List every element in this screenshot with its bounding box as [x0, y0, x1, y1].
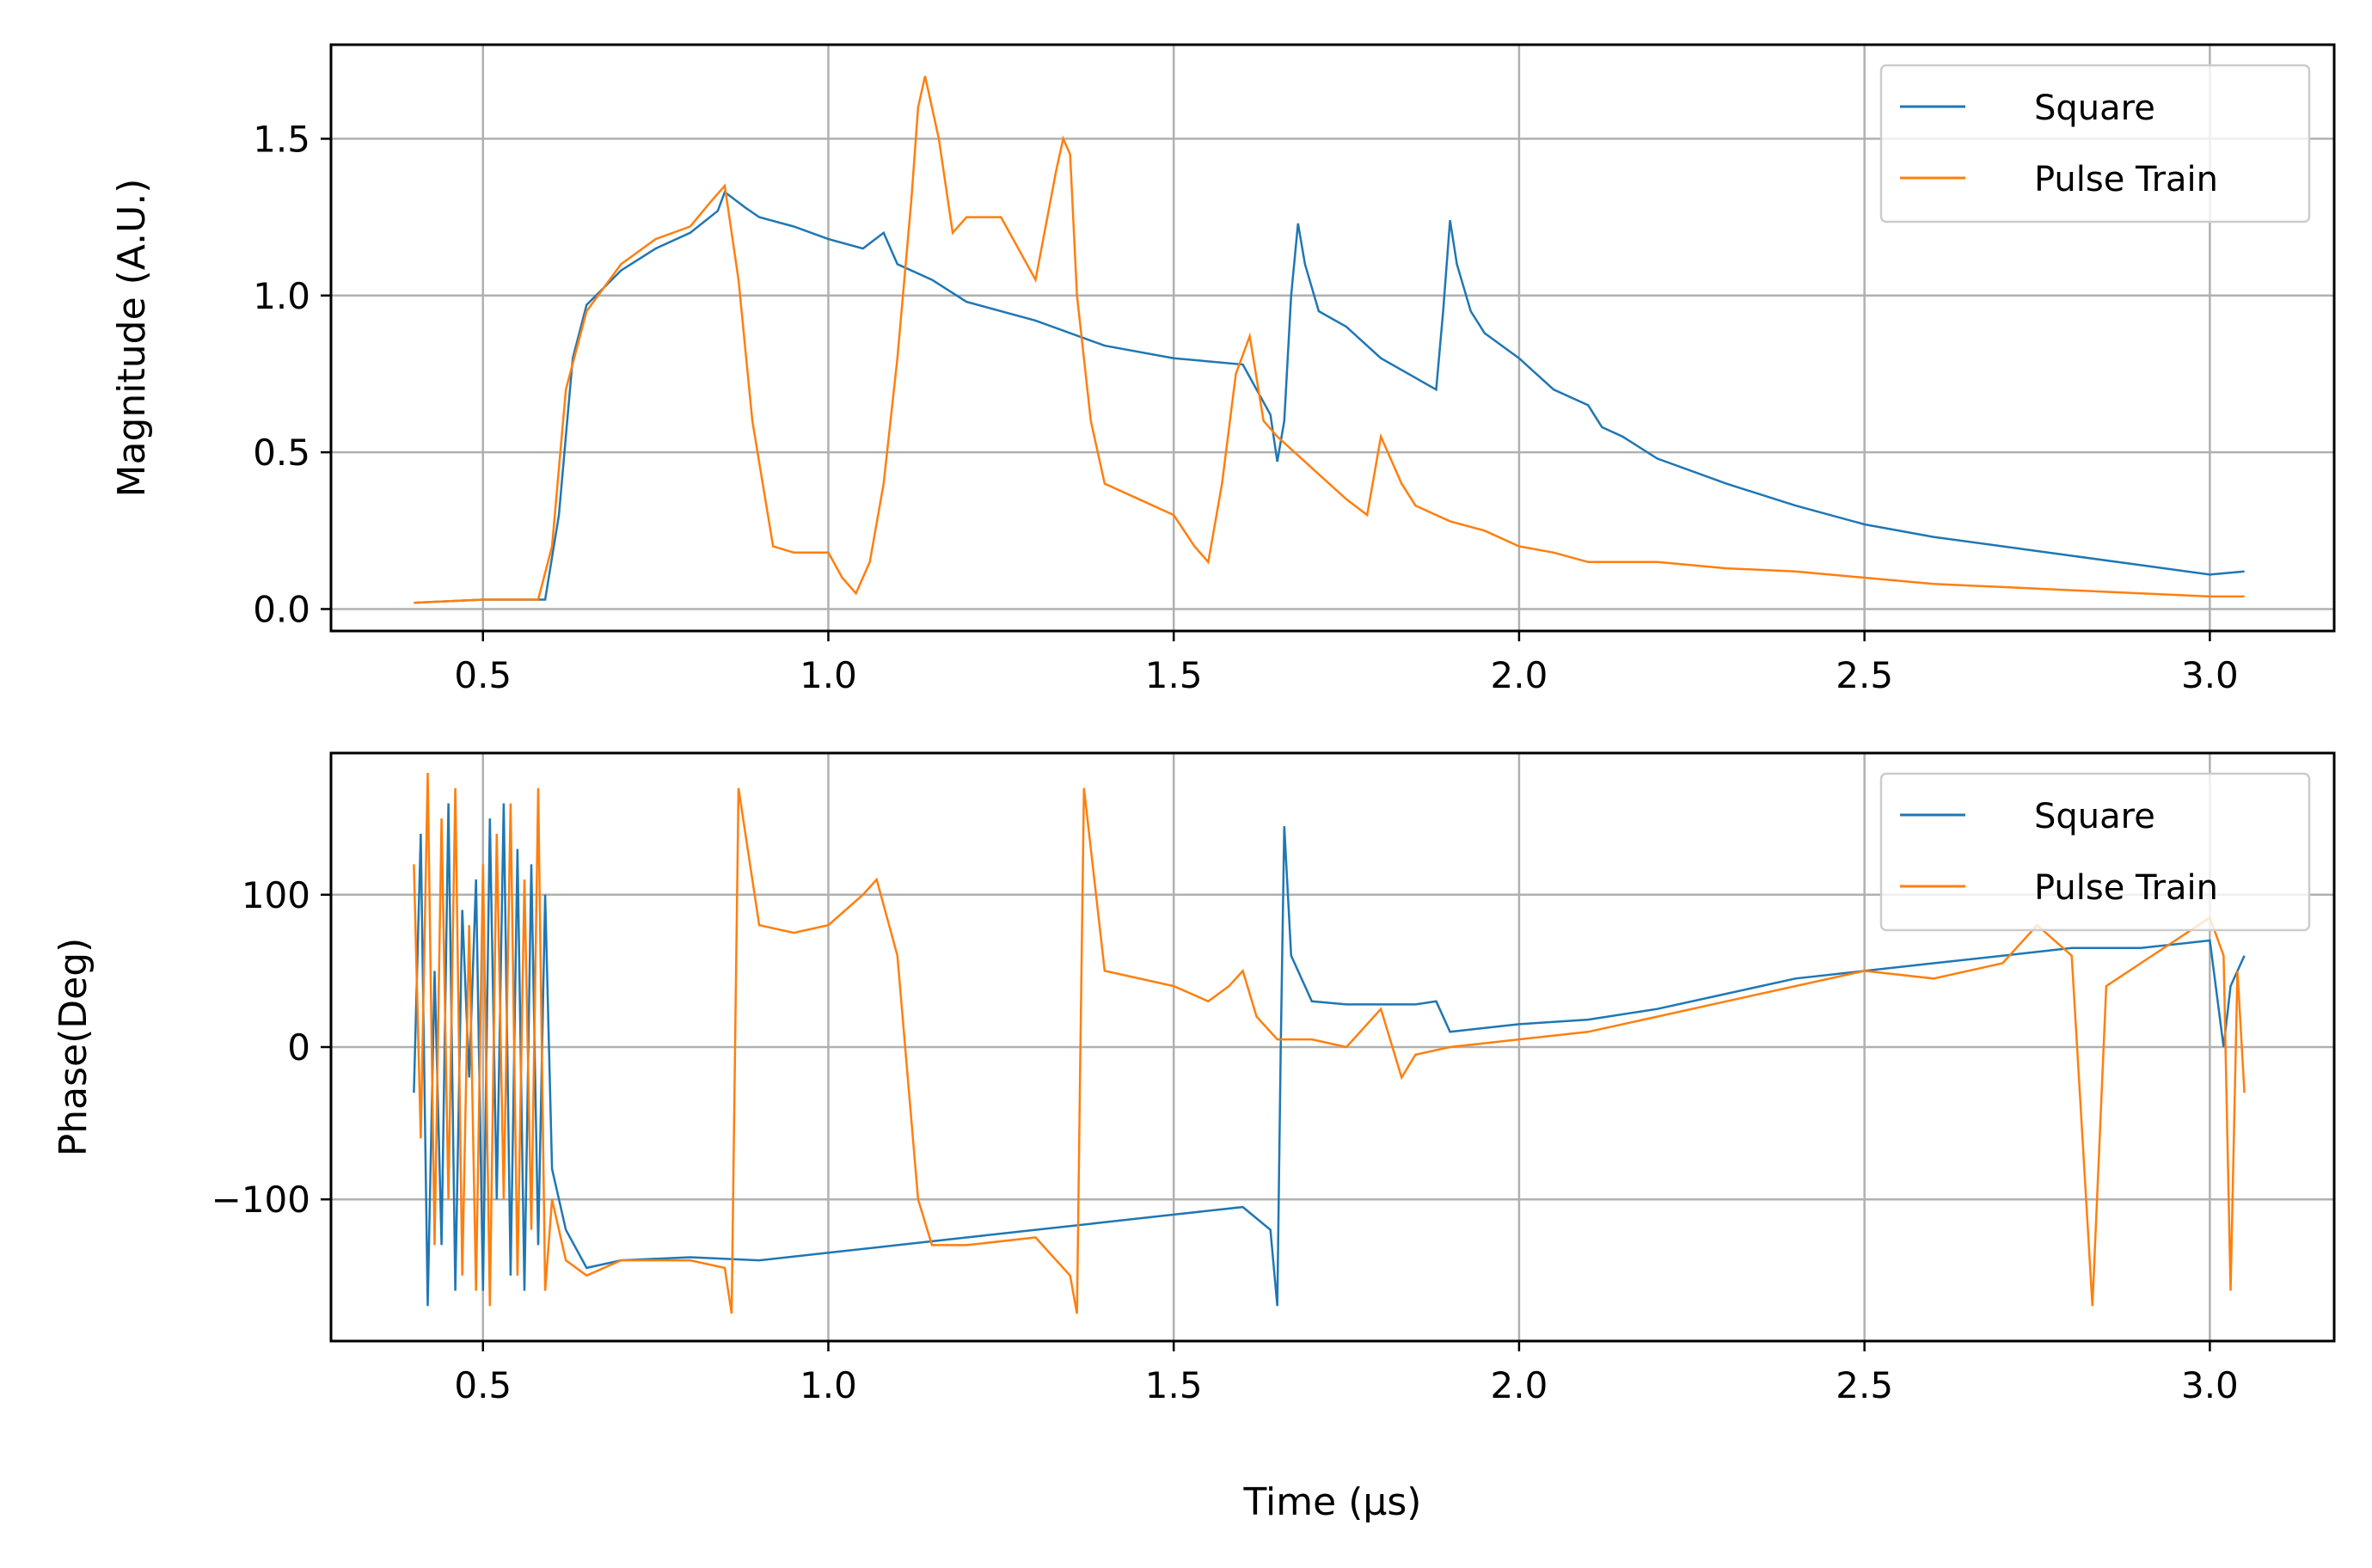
- magnitude-plot-area: [414, 76, 2245, 604]
- magnitude-pulse-train-line: [414, 76, 2245, 604]
- magnitude-x-tick-label: 1.5: [1145, 654, 1203, 696]
- magnitude-x-tick-label: 2.0: [1491, 654, 1548, 696]
- phase-y-tick-label: 100: [242, 874, 310, 916]
- magnitude-legend-box: [1879, 64, 2311, 224]
- phase-square-line: [413, 803, 2246, 1307]
- phase-legend-box: [1879, 772, 2311, 932]
- magnitude-y-tick-label: 1.5: [253, 118, 310, 160]
- magnitude-x-tick-label: 3.0: [2181, 654, 2239, 696]
- phase-legend-square-label: Square: [2034, 797, 2155, 836]
- phase-pulse-train-line: [413, 772, 2246, 1314]
- magnitude-axes-frame: [329, 43, 2336, 633]
- magnitude-legend: Square Pulse Train: [1879, 64, 2311, 224]
- magnitude-y-tick-label: 0.5: [253, 432, 310, 474]
- phase-legend-pulse-train-label: Pulse Train: [2034, 868, 2218, 908]
- magnitude-y-ticks: 0.0 0.5 1.0 1.5: [253, 118, 331, 630]
- magnitude-legend-pulse-train-label: Pulse Train: [2034, 160, 2218, 199]
- phase-xlabel: Time (μs): [1243, 1480, 1422, 1524]
- magnitude-x-ticks: 0.5 1.0 1.5 2.0 2.5 3.0: [454, 631, 2239, 696]
- magnitude-square-line: [414, 190, 2245, 604]
- magnitude-x-tick-label: 2.5: [1836, 654, 1893, 696]
- phase-x-tick-label: 1.0: [800, 1364, 857, 1406]
- magnitude-x-tick-label: 1.0: [800, 654, 857, 696]
- magnitude-ylabel: Magnitude (A.U.): [110, 179, 154, 498]
- phase-y-tick-label: 0: [287, 1026, 310, 1069]
- phase-x-tick-label: 0.5: [454, 1364, 512, 1406]
- phase-x-ticks: 0.5 1.0 1.5 2.0 2.5 3.0: [454, 1341, 2239, 1406]
- magnitude-y-tick-label: 1.0: [253, 275, 310, 317]
- phase-legend: Square Pulse Train: [1879, 772, 2311, 932]
- phase-panel: 0.5 1.0 1.5 2.0 2.5 3.0 100 0 −100 Phase(Deg) T…: [52, 751, 2336, 1524]
- phase-plot-area: [413, 772, 2246, 1314]
- phase-x-tick-label: 2.5: [1836, 1364, 1893, 1406]
- phase-x-tick-label: 3.0: [2181, 1364, 2239, 1406]
- phase-y-tick-label: −100: [211, 1179, 310, 1221]
- magnitude-panel: 0.5 1.0 1.5 2.0 2.5 3.0 0.0 0.5 1.0 1.5 Magnitud…: [110, 43, 2336, 696]
- magnitude-y-tick-label: 0.0: [253, 588, 310, 630]
- phase-ylabel: Phase(Deg): [52, 938, 95, 1157]
- magnitude-legend-square-label: Square: [2034, 89, 2155, 128]
- magnitude-x-tick-label: 0.5: [454, 654, 512, 696]
- phase-x-tick-label: 2.0: [1491, 1364, 1548, 1406]
- phase-y-ticks: 100 0 −100: [211, 874, 331, 1221]
- phase-x-tick-label: 1.5: [1145, 1364, 1203, 1406]
